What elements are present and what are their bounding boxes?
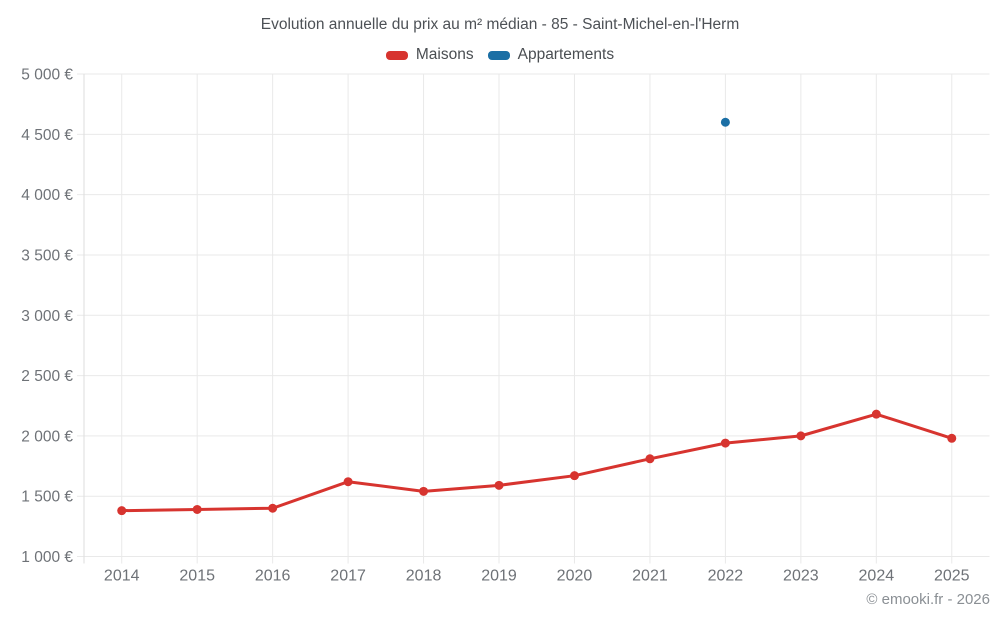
y-tick-label: 3 500 € bbox=[21, 247, 73, 264]
x-tick-label: 2021 bbox=[632, 568, 668, 585]
legend-item-appartements[interactable]: Appartements bbox=[487, 46, 615, 64]
y-tick-label: 5 000 € bbox=[21, 67, 73, 84]
maisons-line bbox=[121, 412, 953, 513]
maisons-point-2020[interactable] bbox=[569, 471, 579, 481]
y-tick-label: 1 000 € bbox=[21, 549, 73, 566]
appartements-series-swatch bbox=[487, 50, 510, 60]
appartements-point-2022[interactable] bbox=[720, 117, 730, 127]
x-tick-label: 2019 bbox=[481, 568, 517, 585]
x-tick-label: 2015 bbox=[179, 568, 215, 585]
y-tick-label: 4 000 € bbox=[21, 187, 73, 204]
maisons-point-2023[interactable] bbox=[796, 431, 806, 441]
maisons-point-2025[interactable] bbox=[947, 433, 957, 443]
x-tick-label: 2020 bbox=[557, 568, 593, 585]
y-tick-label: 3 000 € bbox=[21, 308, 73, 325]
maisons-point-2019[interactable] bbox=[494, 480, 504, 490]
y-tick-label: 2 000 € bbox=[21, 428, 73, 445]
chart-title: Evolution annuelle du prix au m² médian … bbox=[260, 16, 740, 33]
maisons-point-2015[interactable] bbox=[192, 504, 202, 514]
maisons-point-2017[interactable] bbox=[343, 477, 353, 487]
maisons-point-2021[interactable] bbox=[645, 454, 655, 464]
maisons-point-2022[interactable] bbox=[720, 438, 730, 448]
x-tick-label: 2025 bbox=[934, 568, 970, 585]
legend-label-maisons: Maisons bbox=[415, 46, 474, 63]
maisons-series-swatch bbox=[385, 50, 408, 60]
x-tick-label: 2024 bbox=[859, 568, 895, 585]
x-tick-label: 2017 bbox=[330, 568, 366, 585]
y-tick-label: 4 500 € bbox=[21, 127, 73, 144]
copyright-credit: © emooki.fr - 2026 bbox=[866, 591, 990, 608]
x-tick-label: 2016 bbox=[255, 568, 291, 585]
y-tick-label: 2 500 € bbox=[21, 368, 73, 385]
y-tick-label: 1 500 € bbox=[21, 489, 73, 506]
chart-legend: Maisons Appartements bbox=[0, 46, 1000, 64]
legend-label-appartements: Appartements bbox=[517, 46, 615, 63]
maisons-point-2016[interactable] bbox=[268, 503, 278, 513]
maisons-point-2024[interactable] bbox=[871, 409, 881, 419]
maisons-point-2018[interactable] bbox=[419, 486, 429, 496]
legend-item-maisons[interactable]: Maisons bbox=[385, 46, 474, 64]
maisons-point-2014[interactable] bbox=[117, 506, 127, 516]
x-tick-label: 2014 bbox=[104, 568, 140, 585]
x-tick-label: 2022 bbox=[708, 568, 744, 585]
x-tick-label: 2023 bbox=[783, 568, 819, 585]
x-tick-label: 2018 bbox=[406, 568, 442, 585]
